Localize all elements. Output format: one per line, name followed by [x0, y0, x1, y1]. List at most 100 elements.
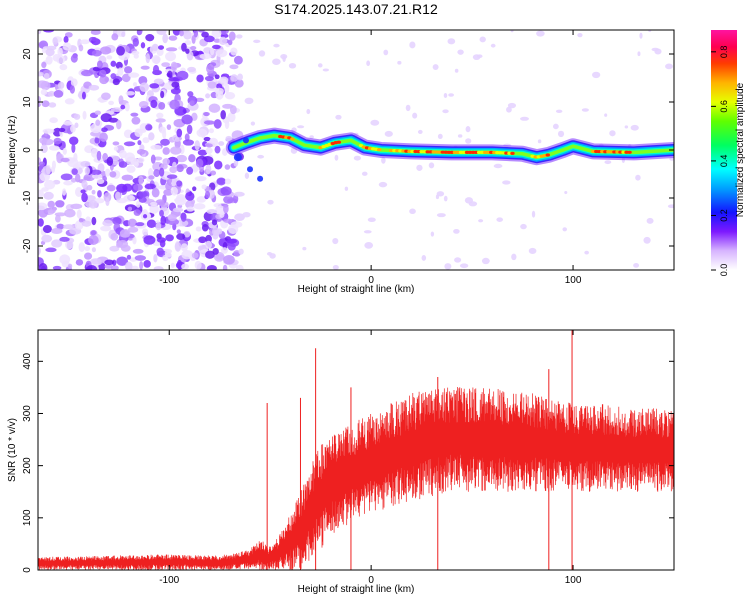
- noise-blob: [195, 226, 202, 232]
- noise-blob: [41, 100, 50, 108]
- noise-blob: [169, 99, 180, 110]
- ridge-hotspot: [483, 150, 488, 154]
- noise-blob: [94, 137, 100, 144]
- noise-blob: [59, 254, 71, 265]
- noise-blob: [96, 60, 103, 69]
- faint-blob: [258, 50, 266, 57]
- noise-blob: [131, 50, 140, 56]
- noise-blob: [138, 175, 144, 185]
- noise-blob: [196, 176, 206, 181]
- colorbar-tick-label: 0.8: [719, 46, 729, 59]
- noise-blob: [229, 105, 237, 115]
- noise-blob: [75, 259, 84, 266]
- noise-blob: [160, 215, 167, 226]
- noise-blob: [176, 128, 183, 138]
- faint-blob: [272, 58, 281, 65]
- noise-blob: [109, 245, 120, 252]
- noise-blob: [86, 184, 93, 191]
- noise-blob: [116, 45, 125, 56]
- noise-blob: [205, 93, 211, 99]
- noise-blob: [73, 113, 81, 120]
- noise-blob: [104, 264, 113, 269]
- noise-blob: [150, 99, 158, 109]
- noise-blob: [176, 164, 184, 173]
- faint-blob: [322, 68, 329, 72]
- noise-blob: [214, 145, 221, 154]
- spectrogram-heatmap: [38, 30, 674, 270]
- noise-blob: [181, 263, 190, 270]
- noise-blob: [127, 226, 139, 233]
- noise-blob: [81, 180, 88, 189]
- noise-blob: [79, 39, 90, 45]
- noise-blob: [165, 47, 178, 52]
- noise-blob: [43, 72, 50, 80]
- noise-blob: [214, 74, 220, 80]
- faint-blob: [591, 71, 601, 79]
- faint-blob: [555, 109, 563, 113]
- noise-blob: [174, 241, 182, 252]
- y-tick-label: 0: [22, 567, 33, 573]
- noise-blob: [183, 230, 191, 238]
- noise-blob: [206, 63, 215, 74]
- noise-blob: [158, 102, 166, 110]
- noise-blob: [145, 34, 155, 42]
- noise-blob: [99, 75, 109, 85]
- noise-blob: [40, 89, 48, 96]
- noise-blob: [236, 264, 244, 270]
- y-tick-label: 200: [22, 457, 33, 474]
- noise-blob: [187, 66, 197, 72]
- noise-blob: [50, 228, 63, 235]
- noise-blob: [227, 224, 239, 235]
- noise-blob: [70, 54, 78, 63]
- noise-blob: [47, 200, 55, 209]
- noise-blob: [67, 263, 73, 269]
- noise-blob: [57, 81, 65, 90]
- noise-blob: [232, 194, 239, 204]
- noise-blob: [180, 243, 188, 252]
- noise-blob: [122, 183, 133, 192]
- noise-blob: [176, 233, 186, 240]
- noise-blob: [127, 218, 137, 228]
- noise-blob: [191, 35, 196, 44]
- noise-blob: [166, 174, 178, 179]
- noise-blob: [170, 87, 181, 95]
- noise-blob: [153, 169, 161, 178]
- noise-blob: [117, 67, 124, 76]
- noise-blob: [43, 30, 55, 33]
- noise-blob: [155, 199, 165, 205]
- faint-blob: [244, 97, 254, 105]
- noise-blob: [210, 46, 215, 56]
- ridge-blob: [233, 153, 242, 162]
- noise-blob: [106, 184, 116, 192]
- noise-blob: [112, 141, 120, 146]
- noise-blob: [155, 222, 162, 231]
- noise-blob: [52, 265, 62, 270]
- noise-blob: [53, 137, 62, 145]
- faint-blob: [496, 217, 504, 222]
- faint-blob: [421, 254, 427, 261]
- x-tick-label: -100: [159, 275, 179, 286]
- faint-blob: [309, 135, 314, 139]
- noise-blob: [91, 189, 96, 195]
- noise-blob: [59, 64, 68, 71]
- noise-blob: [215, 49, 228, 58]
- noise-blob: [138, 100, 149, 109]
- noise-blob: [70, 203, 83, 210]
- noise-blob: [213, 38, 221, 43]
- noise-blob: [214, 160, 223, 170]
- faint-blob: [465, 126, 471, 133]
- noise-blob: [134, 255, 147, 261]
- noise-blob: [121, 174, 134, 181]
- faint-blob: [665, 63, 673, 70]
- noise-blob: [81, 91, 86, 100]
- faint-blob: [465, 138, 472, 144]
- spectrogram-x-label: Height of straight line (km): [298, 284, 415, 295]
- noise-blob: [49, 117, 58, 124]
- noise-blob: [149, 83, 160, 89]
- faint-blob: [250, 121, 256, 126]
- noise-blob: [181, 249, 194, 260]
- noise-blob: [205, 250, 215, 259]
- spectrogram-x-ticks: -100 0 100: [159, 30, 582, 286]
- noise-blob: [226, 238, 238, 244]
